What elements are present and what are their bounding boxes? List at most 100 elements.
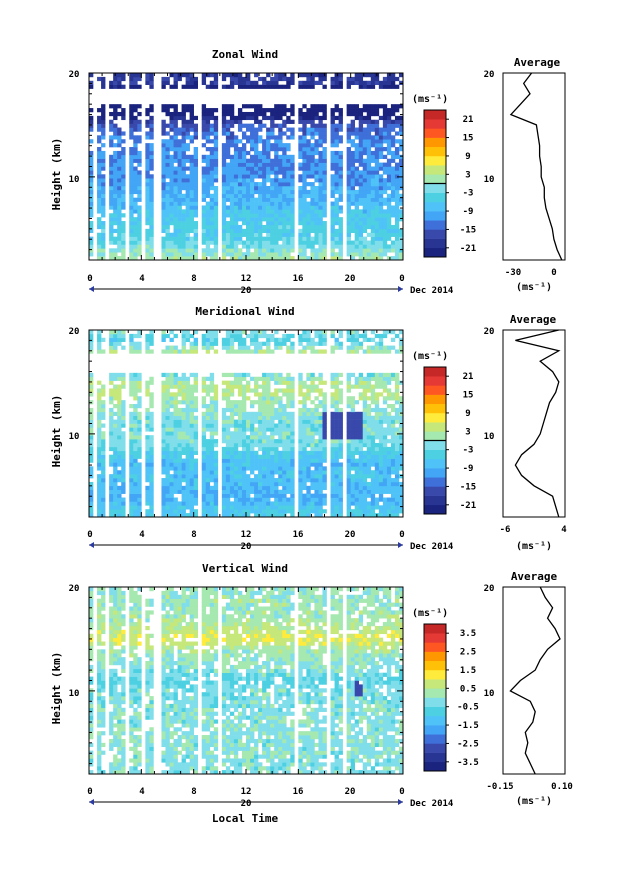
zonal-heatmap-cell — [302, 232, 307, 237]
zonal-heatmap-cell — [169, 154, 174, 160]
meridional-heatmap-cell — [390, 419, 396, 424]
zonal-heatmap-cell — [113, 150, 118, 156]
zonal-heatmap-cell — [165, 221, 170, 226]
zonal-heatmap-cell — [89, 189, 94, 195]
zonal-heatmap-cell — [290, 158, 295, 163]
meridional-heatmap-cell — [121, 485, 126, 491]
zonal-heatmap-cell — [193, 170, 198, 175]
meridional-heatmap-cell — [390, 458, 396, 463]
zonal-heatmap-cell — [121, 76, 126, 82]
zonal-heatmap-cell — [254, 111, 259, 117]
zonal-heatmap-cell — [201, 111, 207, 117]
zonal-heatmap-cell — [237, 139, 243, 144]
meridional-heatmap-cell — [302, 493, 307, 498]
zonal-heatmap-cell — [330, 162, 335, 167]
zonal-heatmap-cell — [346, 205, 351, 210]
meridional-heatmap-cell — [390, 462, 396, 467]
meridional-heatmap-cell — [318, 392, 323, 397]
zonal-heatmap-cell — [298, 178, 303, 183]
zonal-heatmap-cell — [213, 185, 219, 191]
zonal-heatmap-cell — [358, 147, 364, 152]
zonal-heatmap-cell — [241, 123, 247, 128]
zonal-heatmap-cell — [169, 127, 174, 132]
meridional-heatmap-cell — [394, 439, 400, 444]
meridional-heatmap-cell — [101, 442, 106, 448]
meridional-heatmap-cell — [113, 442, 118, 448]
zonal-heatmap-cell — [213, 174, 219, 179]
meridional-heatmap-cell — [209, 427, 215, 432]
zonal-heatmap-cell — [338, 170, 343, 175]
zonal-heatmap-cell — [282, 236, 287, 241]
meridional-heatmap-cell — [318, 474, 323, 479]
meridional-heatmap-cell — [310, 400, 315, 405]
meridional-heatmap-cell — [346, 458, 351, 463]
meridional-heatmap-cell — [237, 423, 243, 428]
meridional-heatmap-cell — [282, 462, 287, 467]
zonal-heatmap-cell — [330, 111, 335, 117]
meridional-heatmap-cell — [374, 501, 380, 506]
zonal-heatmap-cell — [366, 189, 372, 195]
meridional-heatmap-cell — [189, 442, 194, 448]
meridional-heatmap-cell — [350, 439, 355, 444]
meridional-heatmap-cell — [173, 423, 178, 428]
meridional-heatmap-cell — [209, 407, 215, 413]
zonal-heatmap-cell — [121, 154, 126, 160]
zonal-heatmap-cell — [290, 154, 295, 160]
meridional-heatmap-cell — [97, 411, 102, 417]
zonal-heatmap-cell — [201, 182, 207, 187]
meridional-heatmap-cell — [358, 384, 364, 389]
zonal-heatmap-cell — [334, 256, 339, 261]
meridional-heatmap-cell — [262, 435, 267, 440]
zonal-heatmap-cell — [169, 115, 174, 121]
zonal-heatmap-cell — [189, 189, 194, 195]
meridional-heatmap-cell — [390, 485, 396, 491]
meridional-heatmap-cell — [241, 478, 247, 483]
zonal-heatmap-cell — [362, 228, 368, 234]
zonal-heatmap-cell — [133, 158, 138, 163]
zonal-heatmap-cell — [89, 209, 94, 214]
zonal-heatmap-cell — [386, 108, 392, 113]
zonal-heatmap-cell — [374, 205, 380, 210]
zonal-heatmap-cell — [314, 139, 319, 144]
zonal-heatmap-cell — [121, 244, 126, 249]
meridional-heatmap-cell — [298, 388, 303, 393]
zonal-heatmap-cell — [205, 131, 211, 136]
zonal-heatmap-cell — [177, 73, 182, 78]
zonal-heatmap-cell — [314, 232, 319, 237]
zonal-heatmap-cell — [378, 256, 384, 261]
zonal-heatmap-cell — [318, 162, 323, 167]
zonal-heatmap-cell — [213, 193, 219, 198]
zonal-heatmap-cell — [334, 221, 339, 226]
zonal-heatmap-cell — [229, 154, 235, 160]
meridional-heatmap-cell — [350, 466, 355, 471]
meridional-heatmap-cell — [262, 442, 267, 448]
zonal-heatmap-cell — [286, 256, 291, 261]
meridional-heatmap-cell — [181, 345, 186, 350]
meridional-heatmap-cell — [129, 505, 134, 510]
zonal-heatmap-cell — [362, 189, 368, 195]
zonal-heatmap-cell — [286, 252, 291, 257]
zonal-heatmap-cell — [374, 166, 380, 171]
meridional-heatmap-cell — [302, 497, 307, 502]
meridional-heatmap-cell — [229, 404, 235, 409]
zonal-heatmap-cell — [221, 166, 227, 171]
meridional-heatmap-cell — [189, 431, 194, 436]
zonal-heatmap-cell — [274, 143, 279, 148]
meridional-heatmap-cell — [298, 505, 303, 510]
meridional-heatmap-cell — [374, 470, 380, 475]
meridional-heatmap-cell — [250, 466, 255, 471]
zonal-heatmap-cell — [258, 119, 263, 124]
meridional-heatmap-cell — [145, 388, 150, 393]
meridional-heatmap-cell — [366, 470, 372, 475]
meridional-heatmap-cell — [262, 411, 267, 417]
meridional-heatmap-cell — [354, 474, 360, 479]
meridional-heatmap-cell — [189, 478, 194, 483]
meridional-heatmap-cell — [266, 427, 271, 432]
meridional-heatmap-cell — [290, 392, 295, 397]
meridional-heatmap-cell — [286, 439, 291, 444]
meridional-heatmap-cell — [302, 513, 307, 518]
zonal-heatmap-cell — [209, 221, 215, 226]
zonal-heatmap-cell — [101, 224, 106, 230]
zonal-heatmap-cell — [286, 209, 291, 214]
zonal-heatmap-cell — [322, 232, 327, 237]
